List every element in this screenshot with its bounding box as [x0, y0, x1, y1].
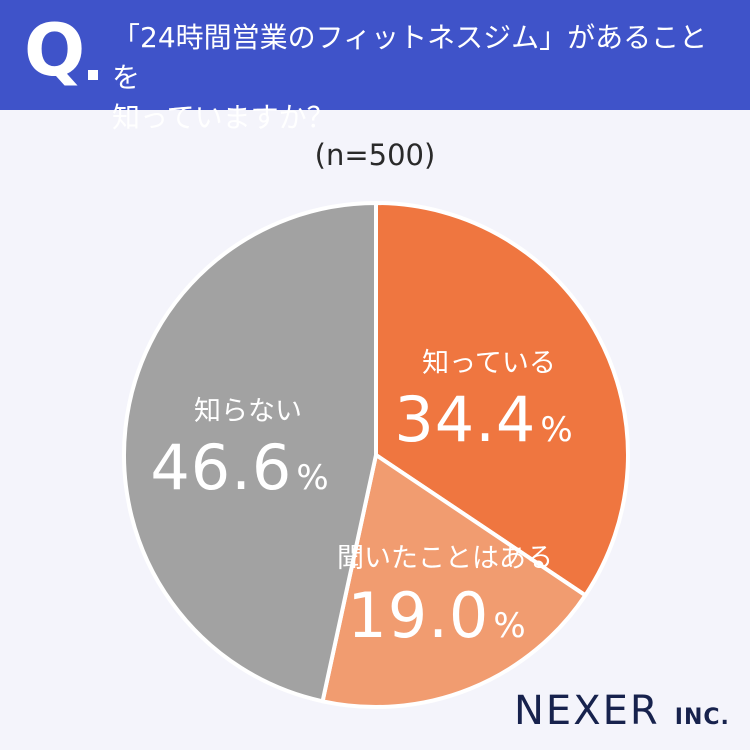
company-logo: NEXER INC.	[514, 688, 730, 734]
pie-slice-know	[374, 201, 630, 598]
pie-value-heard: 19.0%	[347, 579, 526, 652]
pie-value-number-dont-know: 46.6	[150, 431, 292, 504]
question-mark-q: Q	[24, 8, 85, 92]
pie-value-percent-know: %	[540, 410, 573, 450]
pie-value-percent-dont-know: %	[296, 458, 329, 498]
logo-name: NEXER	[514, 688, 660, 734]
header: Q 「24時間営業のフィットネスジム」があることを 知っていますか？	[0, 0, 750, 134]
pie-label-dont-know: 知らない	[194, 396, 302, 427]
pie-value-number-know: 34.4	[394, 383, 536, 456]
pie-label-know: 知っている	[422, 348, 556, 379]
question-dot	[88, 70, 98, 80]
pie-value-number-heard: 19.0	[347, 579, 489, 652]
pie-label-heard: 聞いたことはある	[337, 543, 553, 574]
sample-size: (n=500)	[314, 138, 436, 172]
pie-value-percent-heard: %	[493, 606, 526, 646]
pie-value-dont-know: 46.6%	[150, 431, 329, 504]
pie-slice-heard	[320, 453, 588, 709]
question-text: 「24時間営業のフィットネスジム」があることを 知っていますか？	[112, 21, 708, 134]
pie-slice-dont-know	[121, 201, 378, 704]
pie-value-know: 34.4%	[394, 383, 573, 456]
logo-suffix: INC.	[674, 705, 730, 730]
